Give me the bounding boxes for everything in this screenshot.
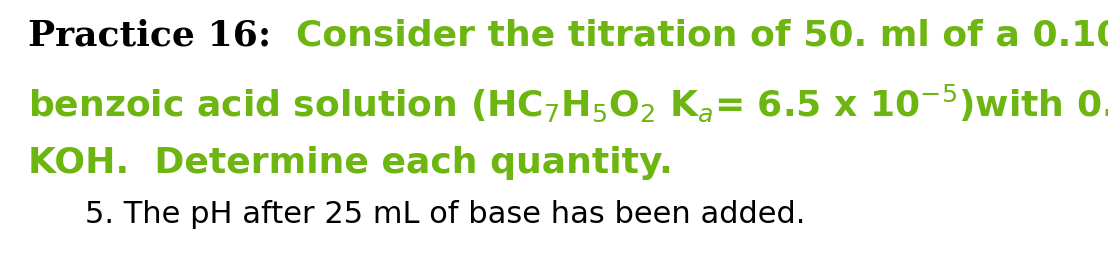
Text: benzoic acid solution (HC$_7$H$_5$O$_2$ K$_a$= 6.5 x 10$^{-5}$)with 0.20 M: benzoic acid solution (HC$_7$H$_5$O$_2$ … (28, 82, 1108, 123)
Text: Practice 16:: Practice 16: (28, 18, 297, 52)
Text: 5. The pH after 25 mL of base has been added.: 5. The pH after 25 mL of base has been a… (85, 200, 806, 229)
Text: Consider the titration of 50. ml of a 0.10 M: Consider the titration of 50. ml of a 0.… (297, 18, 1108, 52)
Text: KOH.  Determine each quantity.: KOH. Determine each quantity. (28, 146, 673, 180)
